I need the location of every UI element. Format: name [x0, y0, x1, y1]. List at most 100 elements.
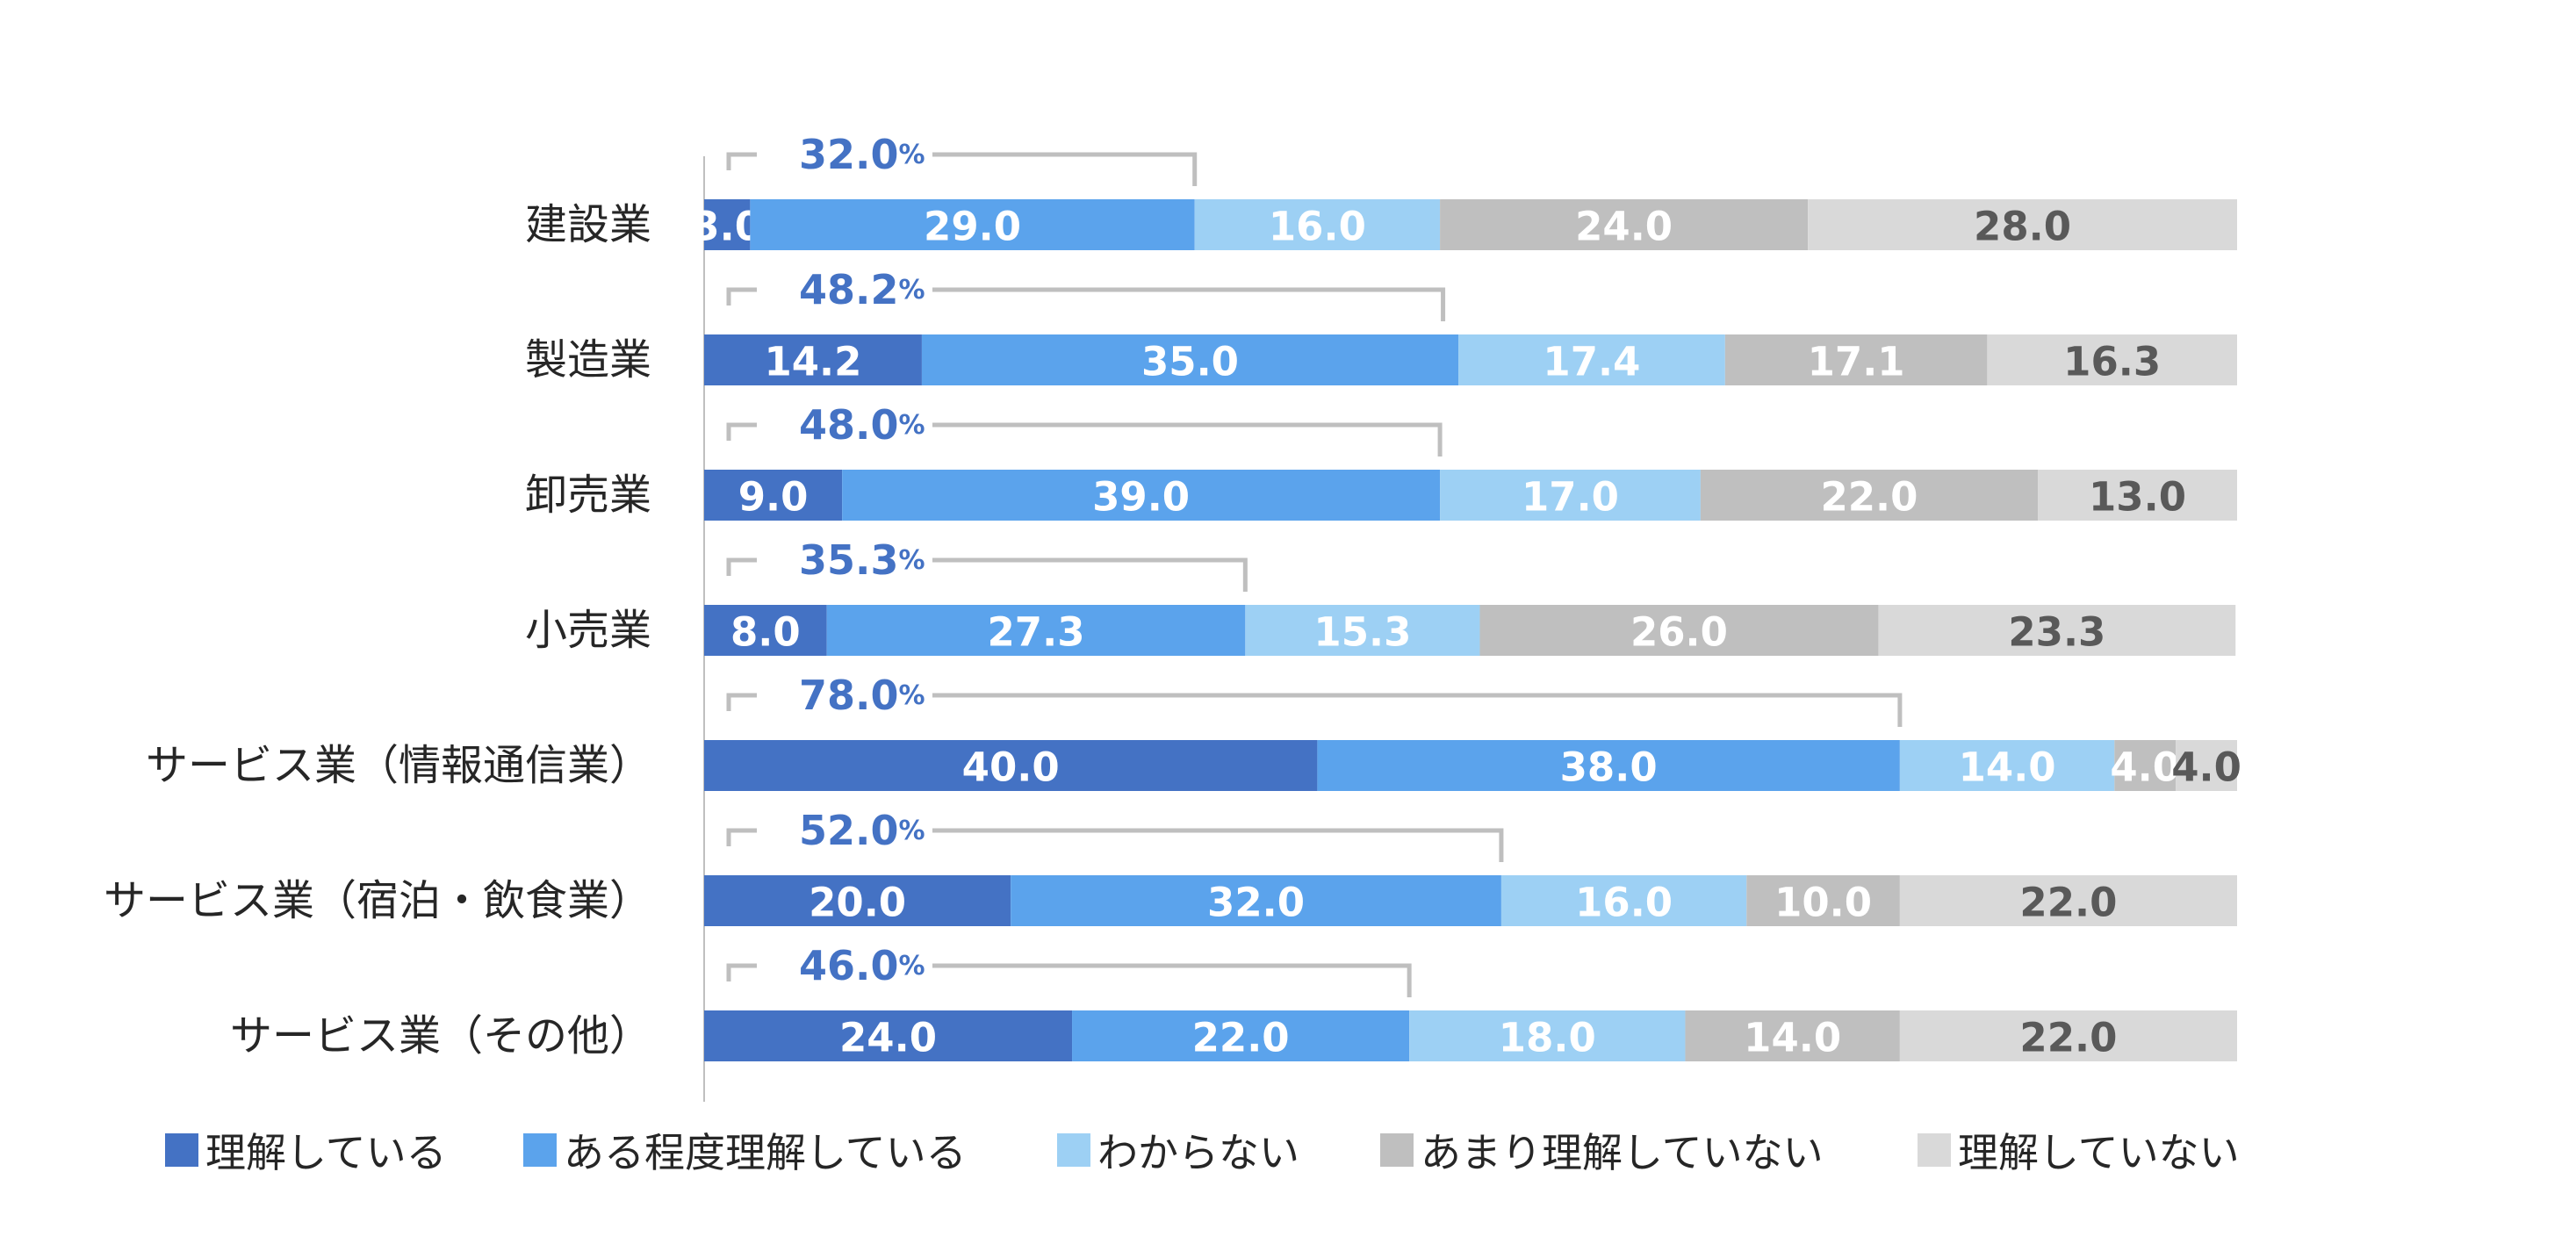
legend-label: あまり理解していない	[1421, 1129, 1824, 1176]
data-label: 28.0	[1974, 204, 2071, 250]
data-label: 4.0	[2110, 744, 2180, 791]
sum-label: 32.0%	[799, 131, 925, 178]
bar-segment	[1011, 875, 1501, 926]
sum-bracket	[726, 287, 1446, 321]
bar-segment	[1458, 334, 1725, 385]
stacked-bar-chart: 建設業 3.0 29.0 16.0 24.0 28.032.0%製造業 14.2 35.0 17…	[104, 131, 2241, 1102]
sum-bracket	[726, 963, 1412, 997]
category-label: 小売業	[525, 606, 651, 655]
sum-bracket	[726, 422, 1443, 457]
bar-segment	[1899, 740, 2115, 791]
category-label: サービス業（その他）	[230, 1011, 651, 1060]
data-label: 20.0	[809, 880, 906, 926]
data-label: 24.0	[839, 1015, 937, 1061]
sum-label: 78.0%	[799, 672, 925, 719]
data-label: 40.0	[962, 744, 1060, 791]
data-label: 22.0	[2019, 1015, 2117, 1061]
data-label: 16.0	[1575, 880, 1673, 926]
legend-label: 理解していない	[1958, 1129, 2240, 1176]
sum-label: 48.0%	[799, 401, 925, 449]
data-label: 15.3	[1313, 609, 1411, 656]
bar-segment	[1245, 605, 1480, 656]
category-label: 建設業	[525, 200, 651, 249]
category-label: サービス業（情報通信業）	[146, 741, 651, 790]
legend-swatch	[1057, 1133, 1090, 1167]
sum-value: 48.2	[799, 266, 899, 313]
bar-segment	[704, 334, 922, 385]
sum-label: 48.2%	[799, 266, 925, 313]
bar-segment	[1700, 470, 2039, 521]
data-label: 18.0	[1499, 1015, 1596, 1061]
data-label: 24.0	[1575, 204, 1673, 250]
data-label: 16.0	[1269, 204, 1366, 250]
data-label: 22.0	[1192, 1015, 1290, 1061]
bar-segment	[1194, 199, 1441, 250]
data-label: 27.3	[987, 609, 1084, 656]
data-label: 10.0	[1774, 880, 1872, 926]
legend-swatch	[523, 1133, 557, 1167]
bar-segment	[1317, 740, 1900, 791]
bar-segment	[1479, 605, 1879, 656]
sum-value: 48.0	[799, 401, 899, 449]
bar-segment	[1899, 875, 2237, 926]
data-label: 38.0	[1560, 744, 1658, 791]
bar-segment	[704, 199, 751, 250]
bar-segment	[921, 334, 1459, 385]
legend-label: わからない	[1097, 1129, 1299, 1176]
bar-segment	[1808, 199, 2237, 250]
bar-segment	[704, 605, 827, 656]
sum-unit: %	[899, 951, 925, 981]
category-label: 製造業	[525, 335, 651, 385]
legend-label: 理解している	[205, 1129, 447, 1176]
bar-segment	[2114, 740, 2177, 791]
legend-item: 理解していない	[1918, 1115, 2240, 1185]
bar-segment	[1409, 1010, 1686, 1061]
bar-segment	[1987, 334, 2237, 385]
sum-label: 46.0%	[799, 942, 925, 989]
sum-unit: %	[899, 410, 925, 441]
bar-segment	[2038, 470, 2237, 521]
data-label: 35.0	[1141, 339, 1239, 385]
legend-item: わからない	[1057, 1115, 1299, 1185]
bar-segment	[1724, 334, 1988, 385]
sum-value: 35.3	[799, 536, 899, 584]
sum-unit: %	[899, 275, 925, 306]
bar-segment	[704, 875, 1011, 926]
data-label: 4.0	[2171, 744, 2241, 791]
category-label: 卸売業	[525, 471, 651, 520]
bar-segment	[842, 470, 1441, 521]
data-label: 14.0	[1744, 1015, 1841, 1061]
bar-segment	[1440, 199, 1809, 250]
sum-label: 52.0%	[799, 807, 925, 854]
bar-segment	[704, 470, 843, 521]
plot-area: 建設業 3.0 29.0 16.0 24.0 28.032.0%製造業 14.2 35.0 17…	[104, 131, 2241, 1061]
bar-segment	[1685, 1010, 1900, 1061]
data-label: 22.0	[1820, 474, 1918, 521]
sum-bracket	[726, 152, 1198, 186]
legend-swatch	[1918, 1133, 1951, 1167]
sum-unit: %	[899, 680, 925, 711]
sum-bracket	[726, 693, 1903, 727]
bar-segment	[1440, 470, 1701, 521]
legend-swatch	[1380, 1133, 1414, 1167]
bar-segment	[750, 199, 1195, 250]
data-label: 32.0	[1207, 880, 1305, 926]
sum-unit: %	[899, 140, 925, 170]
data-label: 13.0	[2089, 474, 2186, 521]
data-label: 8.0	[730, 609, 801, 656]
data-label: 17.1	[1808, 339, 1905, 385]
data-label: 9.0	[738, 474, 809, 521]
bar-segment	[704, 740, 1318, 791]
data-label: 17.4	[1543, 339, 1640, 385]
bar-segment	[1899, 1010, 2237, 1061]
sum-bracket	[726, 557, 1248, 592]
data-label: 22.0	[2019, 880, 2117, 926]
legend-item: ある程度理解している	[523, 1115, 967, 1185]
legend-label: ある程度理解している	[564, 1129, 967, 1176]
data-label: 39.0	[1092, 474, 1190, 521]
data-label: 16.3	[2063, 339, 2161, 385]
sum-value: 32.0	[799, 131, 899, 178]
legend-swatch	[165, 1133, 198, 1167]
bar-segment	[1072, 1010, 1410, 1061]
bar-segment	[826, 605, 1246, 656]
